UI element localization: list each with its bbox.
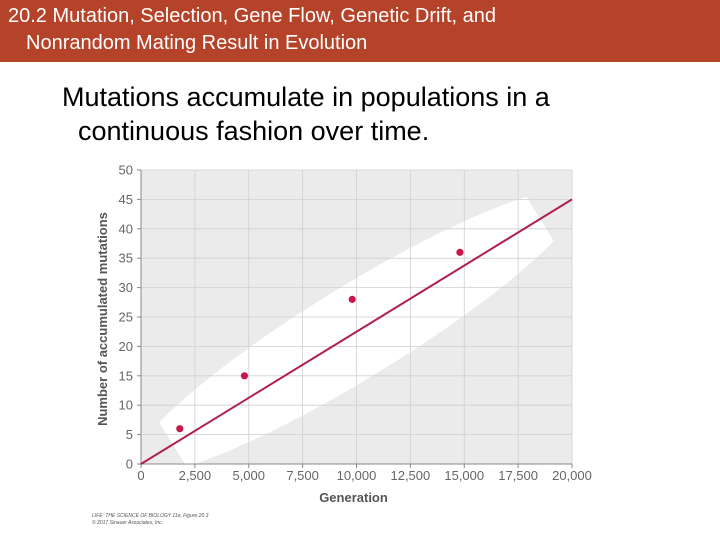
figure-credit-line-2: © 2017 Sinauer Associates, Inc. bbox=[92, 520, 164, 526]
x-tick-label: 17,500 bbox=[498, 468, 538, 483]
y-tick-label: 40 bbox=[119, 221, 133, 236]
trend-line bbox=[140, 198, 573, 465]
data-point bbox=[176, 425, 184, 433]
data-point bbox=[456, 248, 464, 256]
x-tick-label: 2,500 bbox=[179, 468, 212, 483]
data-point bbox=[240, 372, 249, 380]
x-tick-label: 5,000 bbox=[232, 468, 265, 483]
x-tick-label: 10,000 bbox=[337, 468, 377, 483]
x-tick-label: 7,500 bbox=[286, 468, 319, 483]
x-tick-label: 20,000 bbox=[552, 468, 592, 483]
body-text-line-2: continuous fashion over time. bbox=[78, 116, 430, 146]
y-tick-label: 30 bbox=[119, 280, 133, 295]
y-tick-label: 20 bbox=[119, 339, 133, 354]
x-axis-label: Generation bbox=[319, 490, 388, 505]
figure-credit-line-1: LIFE: THE SCIENCE OF BIOLOGY 11e, Figure… bbox=[92, 513, 209, 519]
slide-title-line-2: Nonrandom Mating Result in Evolution bbox=[26, 32, 368, 54]
y-tick-label: 35 bbox=[119, 251, 133, 266]
y-tick-label: 45 bbox=[119, 192, 133, 207]
y-tick-label: 25 bbox=[119, 310, 133, 325]
x-tick-label: 15,000 bbox=[444, 468, 484, 483]
body-text-line-1: Mutations accumulate in populations in a bbox=[62, 82, 550, 112]
y-tick-label: 5 bbox=[126, 427, 133, 442]
y-tick-label: 10 bbox=[119, 398, 133, 413]
slide-body-text: Mutations accumulate in populations in a… bbox=[62, 80, 702, 148]
y-axis-label: Number of accumulated mutations bbox=[95, 212, 110, 426]
slide-title-bar: 20.2 Mutation, Selection, Gene Flow, Gen… bbox=[0, 0, 720, 62]
slide-title-line-1: 20.2 Mutation, Selection, Gene Flow, Gen… bbox=[8, 5, 497, 27]
x-tick-label: 12,500 bbox=[390, 468, 430, 483]
figure-credit: LIFE: THE SCIENCE OF BIOLOGY 11e, Figure… bbox=[92, 513, 208, 527]
y-tick-label: 50 bbox=[119, 163, 133, 178]
y-tick-label: 15 bbox=[119, 368, 133, 383]
data-point bbox=[348, 295, 356, 303]
y-tick-label: 0 bbox=[126, 457, 133, 472]
x-tick-label: 0 bbox=[137, 468, 144, 483]
